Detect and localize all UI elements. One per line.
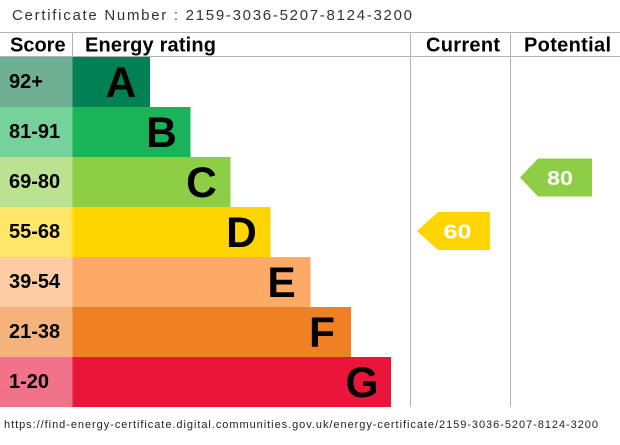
svg-text:55-68: 55-68 [9,221,60,243]
svg-text:A: A [106,60,137,107]
svg-text:60: 60 [444,221,472,243]
svg-text:81-91: 81-91 [9,121,60,143]
svg-text:B: B [146,110,177,157]
svg-text:1-20: 1-20 [9,371,49,393]
svg-text:Energy rating: Energy rating [85,35,216,57]
svg-text:E: E [267,260,295,307]
svg-text:Current: Current [426,35,500,57]
svg-text:92+: 92+ [9,71,43,93]
svg-text:Potential: Potential [524,35,611,57]
svg-text:69-80: 69-80 [9,171,60,193]
svg-text:D: D [226,210,257,257]
svg-text:F: F [309,310,335,357]
svg-text:21-38: 21-38 [9,321,60,343]
svg-text:C: C [186,160,217,207]
svg-text:Score: Score [10,35,66,57]
svg-text:80: 80 [547,168,573,190]
svg-text:39-54: 39-54 [9,271,61,293]
svg-text:https://find-energy-certificat: https://find-energy-certificate.digital.… [4,419,598,431]
svg-text:Certificate Number : 2159-3036: Certificate Number : 2159-3036-5207-8124… [12,7,412,24]
svg-text:G: G [345,360,378,407]
